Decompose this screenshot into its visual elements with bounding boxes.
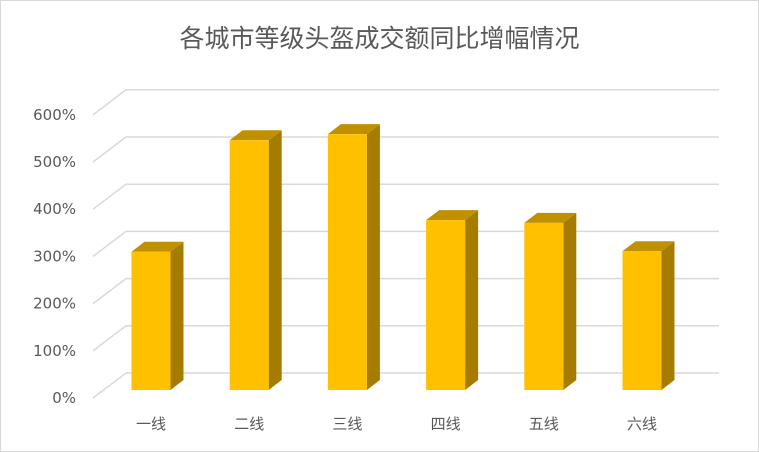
bar-side (661, 241, 675, 390)
x-tick-label: 三线 (332, 415, 362, 433)
y-tick-label: 500% (33, 153, 76, 171)
bar-top (131, 241, 184, 252)
bar-top (622, 241, 675, 252)
gridline (92, 89, 719, 116)
y-tick-label: 200% (33, 295, 76, 313)
bar-side (563, 212, 577, 390)
x-tick-label: 五线 (529, 415, 559, 433)
x-tick-label: 二线 (234, 415, 264, 433)
bar-五线 (524, 222, 564, 390)
bar-side (465, 210, 479, 390)
bar-top (229, 130, 282, 141)
bar-side (268, 130, 282, 390)
gridline (92, 183, 719, 210)
bar-二线 (229, 140, 269, 390)
x-tick-label: 一线 (136, 415, 166, 433)
bar-side (170, 241, 184, 390)
bar-top (327, 124, 380, 135)
chart-title: 各城市等级头盔成交额同比增幅情况 (179, 24, 580, 53)
bar-三线 (327, 134, 367, 390)
y-tick-label: 400% (33, 200, 76, 218)
x-tick-label: 四线 (431, 415, 461, 433)
bar-六线 (622, 251, 662, 390)
y-tick-label: 300% (33, 247, 76, 265)
bar-top (426, 210, 479, 221)
gridline (92, 277, 719, 305)
gridline (92, 230, 719, 257)
gridline (92, 325, 719, 352)
y-tick-label: 0% (52, 389, 76, 407)
x-tick-label: 六线 (627, 415, 657, 433)
bar-top (524, 212, 577, 223)
gridline (92, 136, 719, 163)
bar-side (366, 124, 380, 391)
gridline (92, 372, 719, 399)
bar-一线 (131, 251, 171, 390)
y-tick-label: 600% (33, 106, 76, 124)
bar-四线 (426, 220, 466, 390)
y-tick-label: 100% (33, 342, 76, 360)
